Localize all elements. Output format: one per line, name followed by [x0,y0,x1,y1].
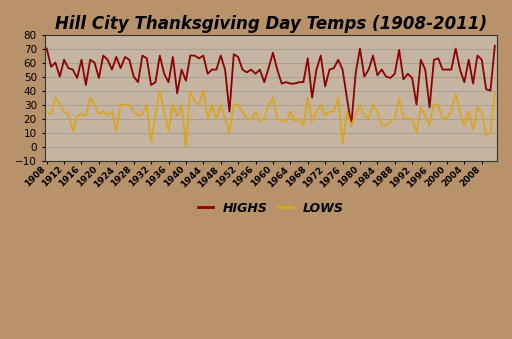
HIGHS [57,75,63,79]
Title: Hill City Thanksgiving Day Temps (1908-2011): Hill City Thanksgiving Day Temps (1908-2… [55,15,487,33]
LOWS [183,144,189,148]
HIGHS [492,44,498,48]
LOWS [157,88,163,93]
Line: LOWS: LOWS [47,91,495,146]
Line: HIGHS: HIGHS [47,46,495,125]
LOWS [44,109,50,114]
HIGHS [44,46,50,51]
HIGHS [157,54,163,58]
LOWS [57,103,63,107]
HIGHS [479,58,485,62]
LOWS [483,133,489,137]
HIGHS [174,91,180,95]
LOWS [179,103,185,107]
Legend: HIGHS, LOWS: HIGHS, LOWS [193,197,349,220]
HIGHS [266,66,272,70]
LOWS [161,109,167,114]
HIGHS [457,67,463,72]
LOWS [461,123,467,127]
HIGHS [348,123,354,127]
LOWS [492,91,498,95]
LOWS [274,117,281,121]
